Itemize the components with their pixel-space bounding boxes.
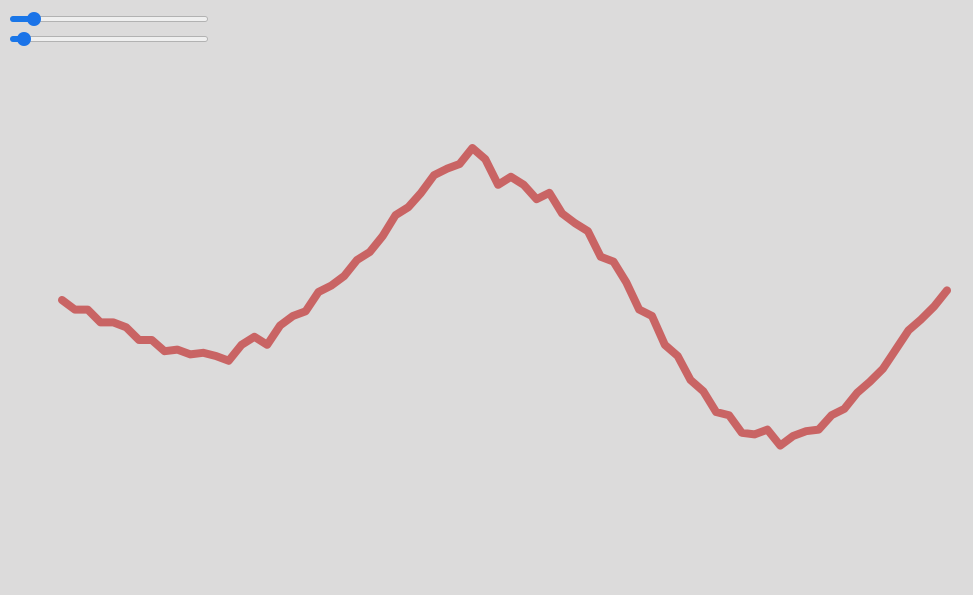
wave-line [58,144,951,450]
slider-1-thumb[interactable] [26,12,41,26]
slider-1[interactable] [10,12,208,26]
slider-2[interactable] [10,32,208,46]
slider-1-fill [10,16,34,22]
slider-2-thumb[interactable] [16,32,31,46]
